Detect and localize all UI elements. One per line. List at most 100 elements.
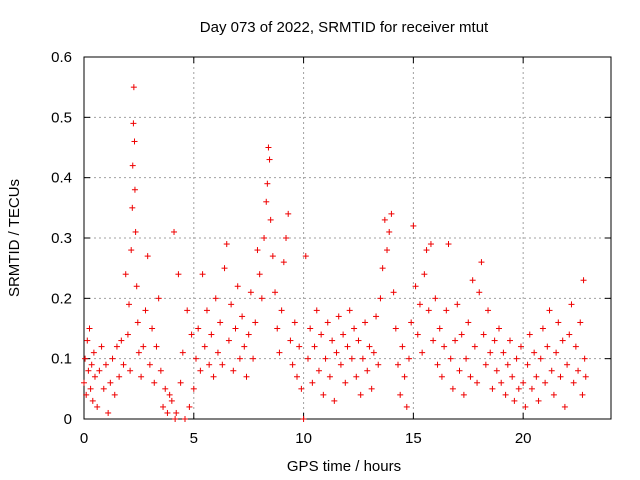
- data-point: [465, 319, 472, 326]
- data-point: [368, 385, 375, 392]
- data-point: [208, 331, 215, 338]
- data-point: [309, 379, 316, 386]
- data-point: [515, 385, 522, 392]
- data-point: [199, 271, 206, 278]
- data-point: [81, 379, 87, 386]
- data-point: [254, 247, 261, 254]
- data-point: [298, 385, 305, 392]
- y-tick-label: 0.1: [51, 351, 72, 368]
- data-point: [533, 373, 540, 380]
- data-point: [489, 385, 496, 392]
- data-point: [177, 379, 184, 386]
- data-point: [443, 307, 450, 314]
- data-point: [239, 313, 246, 320]
- data-point: [206, 361, 213, 368]
- data-point: [559, 337, 566, 344]
- data-point: [550, 391, 557, 398]
- data-point: [441, 343, 448, 350]
- data-point: [460, 391, 467, 398]
- data-point: [175, 271, 182, 278]
- data-point: [98, 343, 105, 350]
- data-point: [454, 301, 461, 308]
- data-point: [581, 355, 588, 362]
- data-point: [427, 241, 434, 248]
- data-point: [526, 331, 533, 338]
- data-point: [412, 283, 419, 290]
- data-point: [476, 289, 483, 296]
- data-point: [276, 349, 283, 356]
- data-point: [436, 325, 443, 332]
- data-point: [469, 277, 476, 284]
- data-point: [572, 343, 579, 350]
- data-point: [379, 265, 386, 272]
- data-point: [225, 337, 232, 344]
- data-point: [173, 409, 180, 416]
- data-point: [542, 379, 549, 386]
- data-point: [88, 361, 95, 368]
- data-point: [419, 349, 426, 356]
- data-point: [197, 367, 204, 374]
- data-point: [324, 319, 331, 326]
- data-point: [416, 301, 423, 308]
- data-point: [162, 385, 169, 392]
- data-point: [168, 397, 175, 404]
- data-point: [447, 355, 454, 362]
- data-point: [138, 373, 145, 380]
- data-point: [172, 416, 179, 422]
- data-point: [128, 247, 135, 254]
- data-point: [375, 361, 382, 368]
- data-point: [234, 283, 241, 290]
- data-point: [274, 325, 281, 332]
- data-point: [232, 325, 239, 332]
- data-point: [201, 343, 208, 350]
- plot-frame: [83, 56, 612, 420]
- data-point: [91, 373, 98, 380]
- data-point: [348, 355, 355, 362]
- data-point: [357, 391, 364, 398]
- data-point: [570, 379, 577, 386]
- data-point: [390, 289, 397, 296]
- data-point: [87, 385, 94, 392]
- data-point: [517, 343, 524, 350]
- data-point: [289, 361, 296, 368]
- data-point: [485, 307, 492, 314]
- data-point: [210, 373, 217, 380]
- data-point: [463, 355, 470, 362]
- data-point: [311, 343, 318, 350]
- data-point: [467, 373, 474, 380]
- data-point: [261, 235, 268, 241]
- data-point: [132, 228, 139, 235]
- data-point: [188, 331, 195, 338]
- data-point: [496, 325, 503, 332]
- data-point: [171, 228, 178, 235]
- y-tick-label: 0.3: [51, 230, 72, 247]
- data-points: [81, 84, 589, 422]
- data-point: [430, 337, 437, 344]
- data-point: [498, 379, 505, 386]
- data-point: [179, 349, 186, 356]
- data-point: [265, 144, 272, 151]
- data-point: [160, 403, 167, 410]
- data-point: [84, 337, 91, 344]
- data-point: [155, 295, 162, 302]
- data-point: [126, 301, 133, 308]
- data-point: [438, 373, 445, 380]
- data-point: [280, 259, 287, 266]
- chart-title: Day 073 of 2022, SRMTID for receiver mtu…: [200, 19, 489, 36]
- data-point: [302, 253, 309, 260]
- data-point: [344, 343, 351, 350]
- data-point: [575, 367, 582, 374]
- data-point: [524, 361, 531, 368]
- data-point: [131, 138, 138, 145]
- data-point: [397, 391, 404, 398]
- data-point: [493, 367, 500, 374]
- y-axis-label: SRMTID / TECUs: [6, 179, 23, 297]
- x-tick-label: 5: [190, 430, 198, 447]
- data-point: [500, 349, 507, 356]
- data-point: [322, 355, 329, 362]
- data-point: [264, 180, 271, 187]
- data-point: [537, 355, 544, 362]
- data-point: [320, 391, 327, 398]
- x-tick-label: 0: [80, 430, 88, 447]
